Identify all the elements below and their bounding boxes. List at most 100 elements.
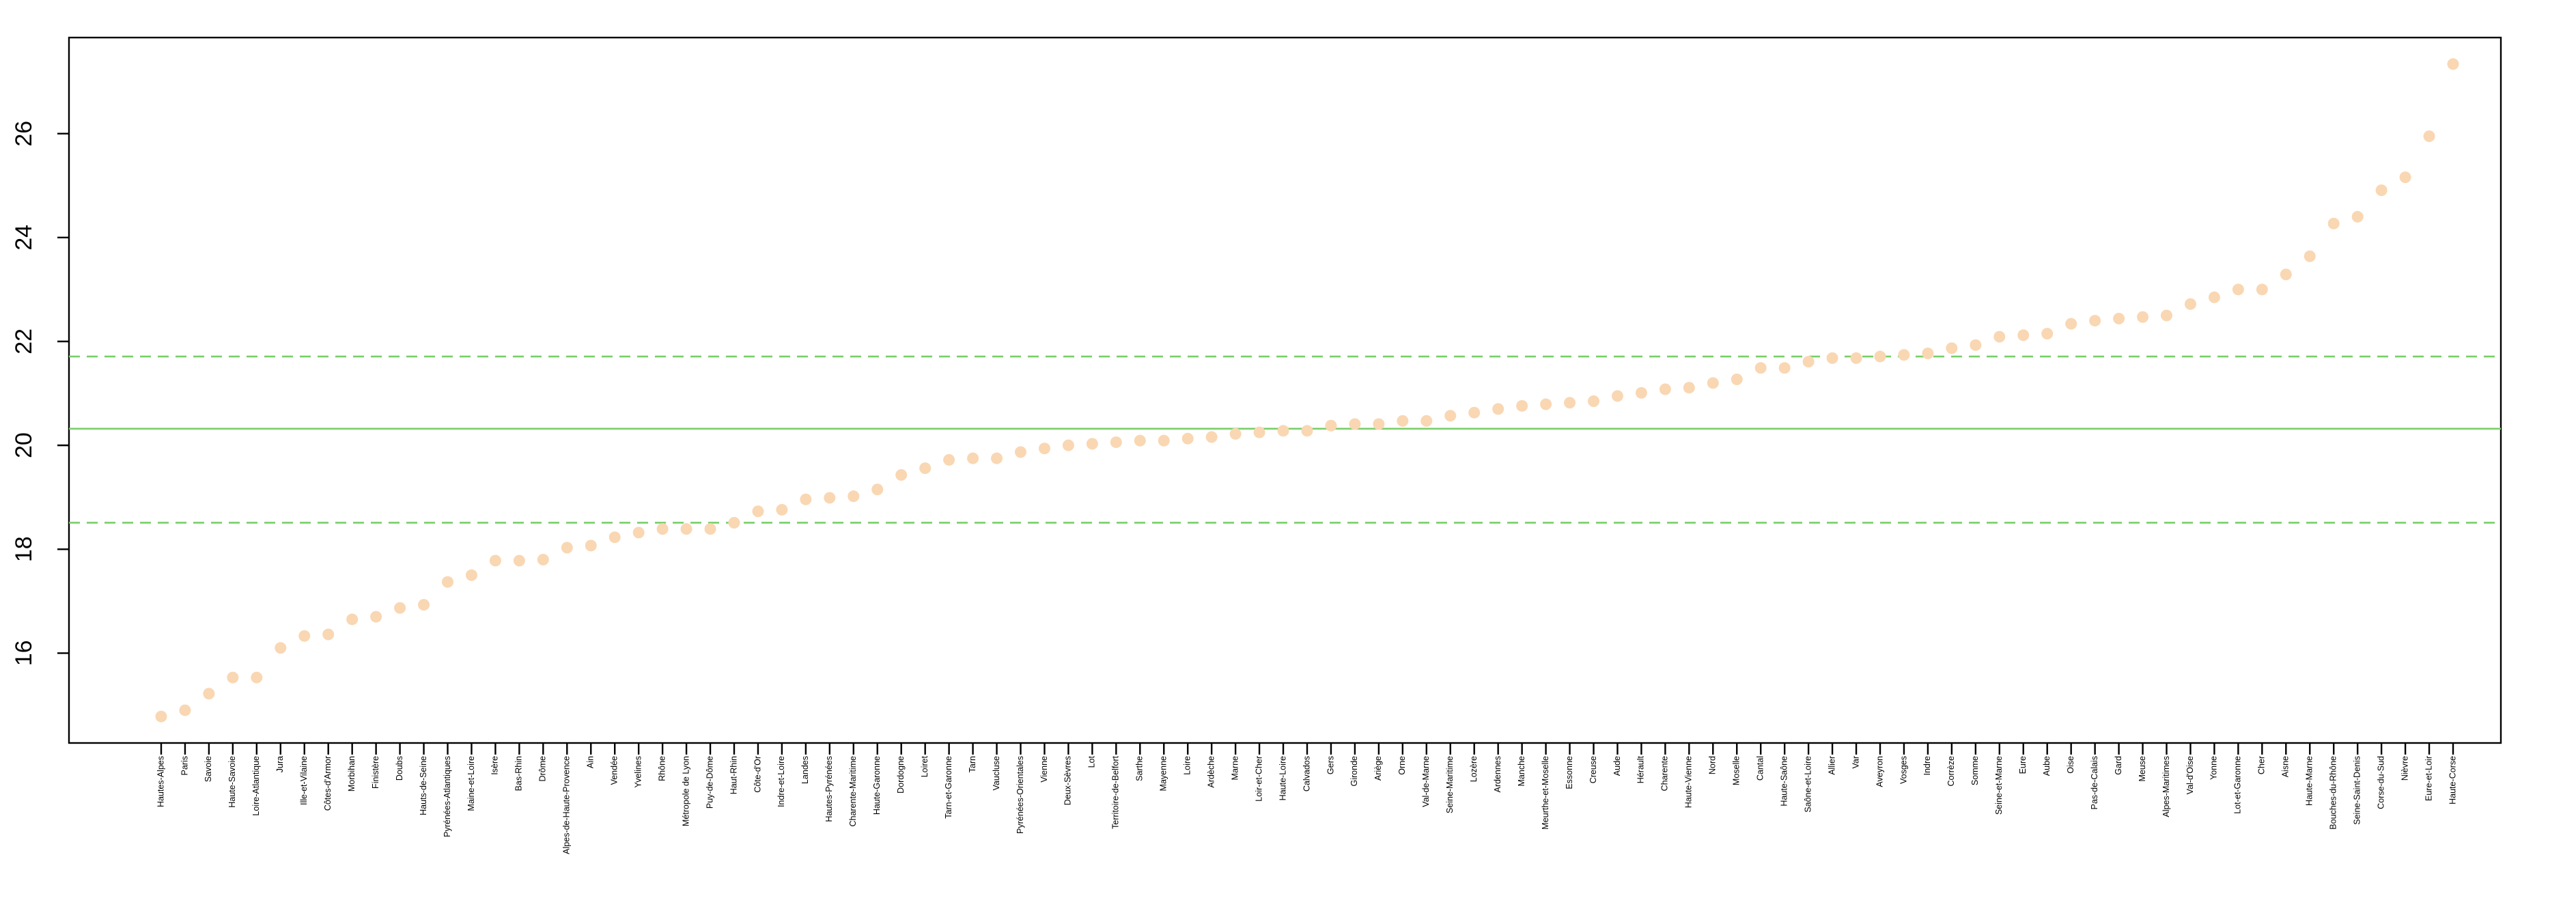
x-tick-label: Pyrénées-Atlantiques — [443, 756, 452, 837]
x-tick-label: Val-d'Oise — [2185, 756, 2195, 794]
point — [1253, 426, 1265, 438]
point — [465, 569, 477, 581]
point — [2423, 130, 2435, 143]
point — [1373, 418, 1385, 430]
x-tick-label: Saône-et-Loire — [1803, 756, 1812, 813]
point — [227, 671, 239, 684]
point — [1397, 415, 1409, 427]
x-tick-label: Haute-Garonne — [872, 756, 882, 815]
point — [2041, 328, 2054, 340]
x-tick-label: Nord — [1708, 756, 1718, 774]
point — [1946, 342, 1958, 354]
point — [1134, 434, 1146, 447]
x-tick-label: Seine-et-Marne — [1994, 756, 2004, 815]
x-tick-label: Drôme — [538, 756, 548, 782]
x-tick-label: Sarthe — [1135, 756, 1145, 781]
x-tick-label: Ariège — [1373, 756, 1383, 781]
x-tick-label: Morbihan — [347, 756, 356, 791]
x-tick-label: Haute-Loire — [1278, 756, 1287, 800]
x-tick-label: Eure — [2018, 756, 2028, 774]
x-tick-label: Haute-Savoie — [227, 756, 237, 808]
point — [2232, 283, 2244, 296]
point — [895, 468, 908, 481]
y-tick-label: 24 — [11, 225, 37, 251]
point — [752, 505, 764, 518]
x-tick-label: Somme — [1970, 756, 1980, 785]
point — [1086, 438, 1098, 450]
x-tick-label: Landes — [800, 756, 810, 784]
point — [1707, 377, 1719, 389]
x-tick-label: Tarn — [968, 756, 977, 772]
x-tick-label: Haute-Corse — [2448, 756, 2457, 804]
point — [2065, 318, 2077, 330]
point — [2256, 283, 2268, 296]
point — [1874, 350, 1886, 363]
x-tick-label: Creuse — [1588, 756, 1598, 783]
x-tick-label: Allier — [1827, 756, 1836, 775]
x-tick-label: Gers — [1326, 756, 1335, 774]
point — [298, 630, 311, 642]
x-tick-label: Dordogne — [896, 756, 906, 794]
point — [394, 602, 406, 614]
point — [537, 553, 549, 565]
x-tick-label: Puy-de-Dôme — [705, 756, 714, 809]
x-tick-label: Maine-et-Loire — [466, 756, 476, 811]
point — [1564, 397, 1576, 409]
point — [608, 531, 621, 544]
x-tick-label: Haute-Vienne — [1684, 756, 1694, 808]
point — [561, 542, 573, 554]
x-tick-label: Ardennes — [1493, 756, 1502, 793]
x-tick-label: Vaucluse — [992, 756, 1001, 791]
x-tick-label: Alpes-Maritimes — [2161, 756, 2171, 817]
x-tick-label: Côtes-d'Armor — [323, 756, 333, 811]
x-tick-label: Vienne — [1039, 756, 1049, 783]
point — [1588, 395, 1599, 407]
point — [848, 490, 860, 503]
x-tick-label: Bas-Rhin — [514, 756, 524, 791]
point — [585, 539, 597, 552]
x-tick-label: Seine-Maritime — [1445, 756, 1455, 813]
point — [871, 483, 884, 496]
point — [2113, 313, 2125, 325]
point — [513, 555, 525, 567]
x-tick-label: Cher — [2257, 756, 2267, 774]
point — [1970, 339, 1982, 351]
x-tick-label: Aisne — [2281, 756, 2291, 777]
x-tick-label: Aube — [2042, 756, 2052, 776]
x-tick-label: Corrèze — [1946, 756, 1956, 787]
point — [1420, 415, 1433, 427]
point — [1778, 362, 1791, 374]
point — [776, 503, 788, 516]
x-tick-label: Loire — [1183, 756, 1192, 775]
point — [632, 527, 645, 539]
point — [704, 523, 716, 535]
x-tick-label: Charente — [1660, 756, 1670, 791]
x-tick-label: Doubs — [395, 756, 404, 781]
point — [991, 452, 1003, 464]
x-tick-label: Finistère — [371, 756, 380, 789]
x-tick-label: Hautes-Alpes — [156, 756, 165, 807]
x-tick-label: Corse-du-Sud — [2376, 756, 2385, 809]
point — [2351, 210, 2364, 223]
point — [2161, 309, 2172, 322]
point — [824, 492, 836, 504]
y-tick-label: 18 — [11, 536, 37, 562]
point — [2089, 315, 2101, 327]
x-tick-label: Eure-et-Loir — [2424, 756, 2433, 801]
x-tick-label: Yvelines — [633, 756, 643, 788]
point — [943, 453, 955, 466]
point — [2208, 291, 2220, 303]
x-tick-label: Hauts-de-Seine — [419, 756, 428, 815]
x-tick-label: Haute-Saône — [1779, 756, 1789, 806]
point — [2375, 184, 2388, 197]
x-tick-label: Gironde — [1349, 756, 1359, 787]
point — [2184, 298, 2196, 310]
point — [2304, 250, 2316, 262]
x-tick-label: Haut-Rhin — [729, 756, 738, 794]
x-tick-label: Tarn-et-Garonne — [944, 756, 953, 819]
x-tick-label: Deux-Sèvres — [1063, 756, 1073, 805]
point — [179, 704, 191, 716]
point — [370, 611, 382, 623]
point — [1110, 436, 1122, 449]
x-tick-label: Haute-Marne — [2305, 756, 2314, 806]
